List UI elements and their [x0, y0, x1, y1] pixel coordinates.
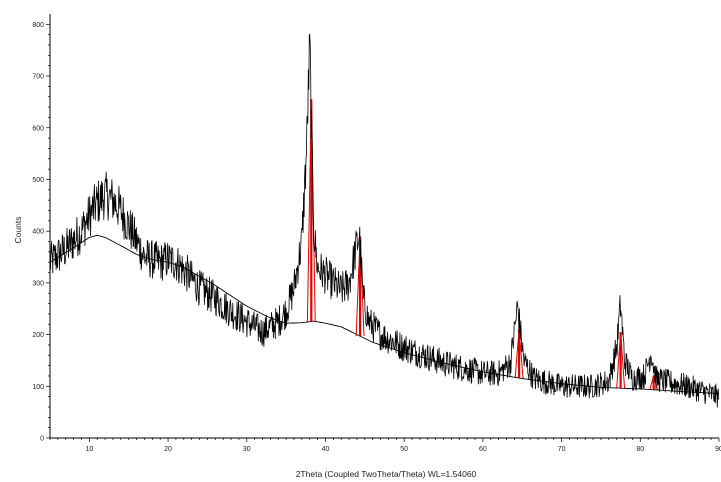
x-tick-label: 10: [85, 446, 93, 453]
background-curve: [49, 234, 720, 394]
x-tick-label: 40: [322, 446, 330, 453]
y-tick-label: 0: [40, 436, 44, 443]
x-tick-label: 90: [715, 446, 721, 453]
y-tick-label: 300: [32, 280, 44, 287]
peak-profile: [616, 331, 626, 389]
x-tick-label: 50: [400, 446, 408, 453]
diffraction-pattern-line: [49, 33, 720, 408]
x-tick-label: 30: [243, 446, 251, 453]
y-tick-label: 400: [32, 229, 44, 236]
x-axis-title: 2Theta (Coupled TwoTheta/Theta) WL=1.540…: [296, 469, 477, 479]
y-tick-label: 200: [32, 332, 44, 339]
x-tick-label: 80: [636, 446, 644, 453]
y-tick-label: 700: [32, 74, 44, 81]
y-tick-label: 600: [32, 125, 44, 132]
y-tick-label: 800: [32, 22, 44, 29]
x-tick-label: 70: [558, 446, 566, 453]
y-axis-title: Counts: [13, 217, 23, 244]
y-tick-label: 500: [32, 177, 44, 184]
x-axis-ticks: 10 20 30 40 50 60 70 80 90: [49, 438, 721, 453]
plot-area: [49, 33, 720, 408]
x-tick-label: 20: [164, 446, 172, 453]
y-tick-label: 100: [32, 384, 44, 391]
x-tick-label: 60: [479, 446, 487, 453]
y-axis-ticks: 0 100 200 300 400 500 600 700 800: [32, 22, 50, 443]
